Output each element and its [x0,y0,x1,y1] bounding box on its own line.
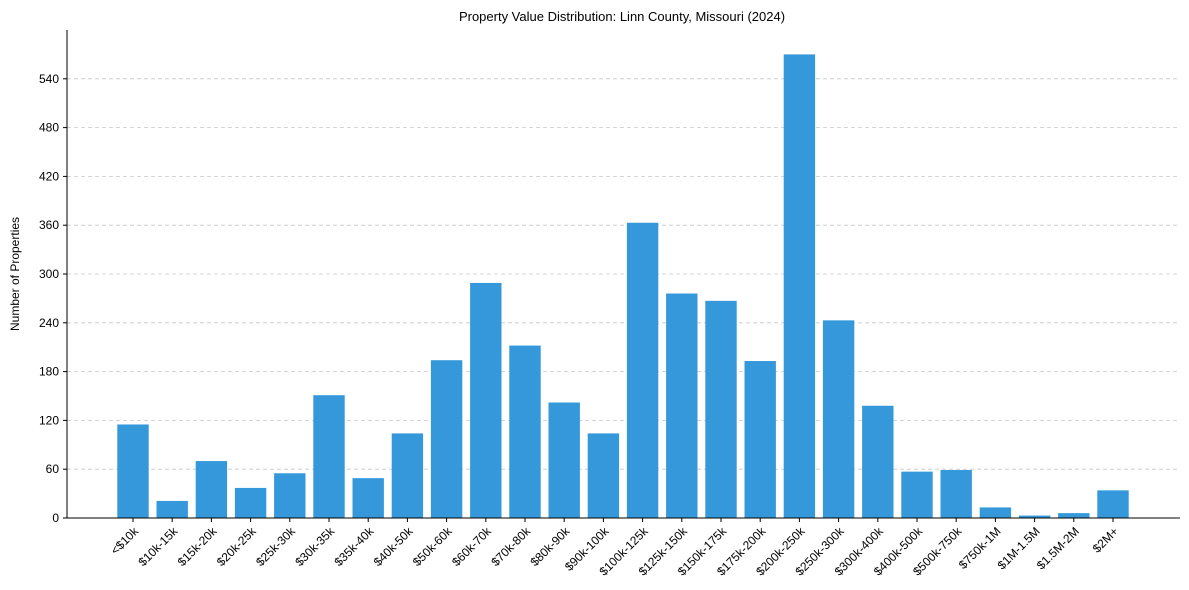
bar [1018,515,1051,518]
x-tick-label: $2M+ [1090,524,1121,555]
bar [666,293,698,518]
y-tick-label: 60 [46,462,60,476]
x-tick-label: $30k-35k [292,524,338,570]
y-tick-label: 0 [52,511,59,525]
bar [1097,490,1129,518]
x-tick-label: $50k-60k [410,524,456,570]
x-tick-label: $25k-30k [253,524,299,570]
bar [822,320,855,518]
y-tick-label: 300 [39,267,59,281]
x-tick-label: <$10k [108,524,142,558]
bar [626,222,659,518]
bar [1058,513,1090,518]
bar [901,471,933,518]
y-tick-label: 240 [39,316,59,330]
bar [195,461,228,518]
bar [862,405,894,518]
bar [940,470,972,518]
x-tick-label: $1.5M-2M [1034,524,1082,572]
bar [783,54,816,519]
x-tick-label: $35k-40k [332,524,378,570]
y-axis-title: Number of Properties [8,217,22,331]
bar [705,300,737,518]
x-tick-label: $60k-70k [449,524,495,570]
y-tick-label: 120 [39,413,59,427]
bar [587,433,620,518]
bar [509,345,541,518]
y-tick-label: 180 [39,365,59,379]
bar [744,361,776,518]
y-tick-label: 420 [39,169,59,183]
bar [156,500,188,518]
x-tick-label: $20k-25k [214,524,260,570]
bar [313,395,345,518]
y-tick-label: 540 [39,72,59,86]
x-tick-label: $15k-20k [175,524,221,570]
bar [470,282,502,518]
axes [63,30,1180,522]
chart-title: Property Value Distribution: Linn County… [459,9,785,24]
bar [117,424,149,518]
bar [352,478,384,518]
bar [391,433,424,518]
x-tick-label: $10k-15k [136,524,182,570]
x-tick-label: $40k-50k [371,524,417,570]
y-tick-label: 480 [39,121,59,135]
bar [548,402,580,518]
bar [430,360,463,518]
x-tick-label: $70k-80k [488,524,534,570]
gridlines [67,78,1180,470]
bar [274,473,306,518]
bar [979,507,1012,518]
bar [234,487,267,518]
bars [117,54,1129,519]
y-tick-label: 360 [39,218,59,232]
